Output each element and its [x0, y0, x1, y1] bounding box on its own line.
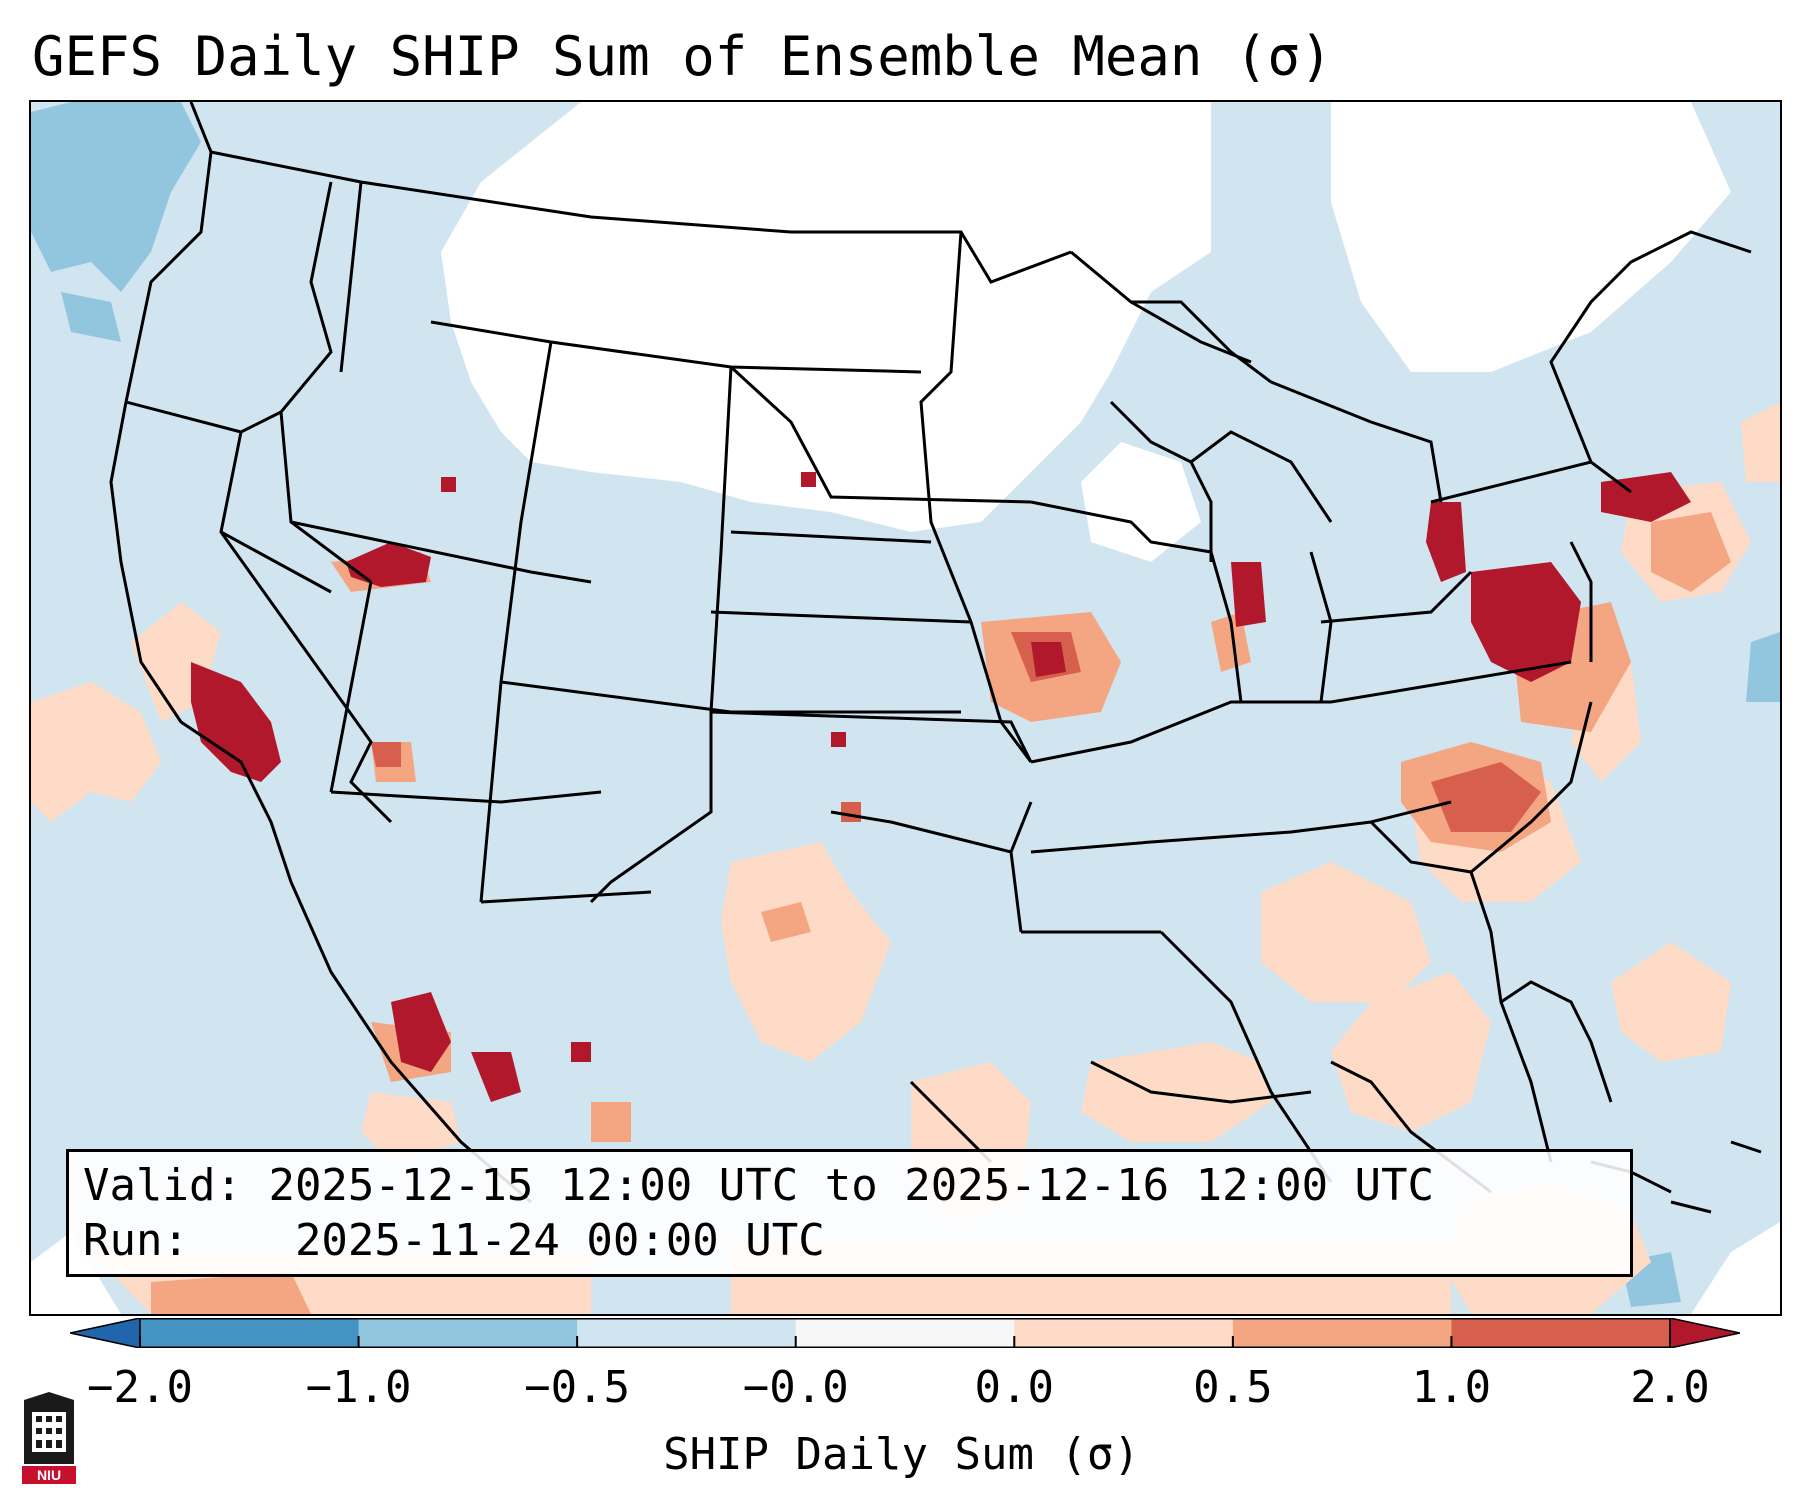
colorbar-segment: [1451, 1318, 1671, 1348]
colorbar-over-extend: [1669, 1318, 1740, 1348]
map-svg: [31, 102, 1780, 1314]
colorbar-segment: [1232, 1318, 1452, 1348]
colorbar-tick-label: −2.0: [87, 1362, 193, 1413]
colorbar-tick-label: −1.0: [305, 1362, 412, 1413]
colorbar-segment: [140, 1318, 360, 1348]
colorbar-tick-label: −0.0: [742, 1362, 849, 1413]
colorbar-under-extend: [70, 1318, 141, 1348]
colorbar-tick-label: 0.0: [974, 1362, 1055, 1413]
valid-label: Valid:: [83, 1160, 242, 1211]
figure-title: GEFS Daily SHIP Sum of Ensemble Mean (σ): [32, 25, 1333, 88]
run-line: Run: 2025-11-24 00:00 UTC: [83, 1213, 1616, 1268]
run-value: 2025-11-24 00:00 UTC: [294, 1215, 825, 1266]
boundaries: [109, 102, 1752, 1204]
colorbar-tick-label: 2.0: [1630, 1362, 1710, 1413]
colorbar-segment: [358, 1318, 578, 1348]
info-box: Valid: 2025-12-15 12:00 UTC to 2025-12-1…: [66, 1149, 1633, 1277]
colorbar-segment: [577, 1318, 797, 1348]
valid-line: Valid: 2025-12-15 12:00 UTC to 2025-12-1…: [83, 1158, 1616, 1213]
map-panel: [29, 100, 1782, 1316]
colorbar-tick-label: 1.0: [1411, 1362, 1492, 1413]
colorbar-tick-label: 0.5: [1193, 1362, 1273, 1413]
colorbar: [70, 1318, 1740, 1348]
colorbar-outline: [139, 1318, 1671, 1348]
run-label: Run:: [83, 1215, 189, 1266]
niu-logo: NIU: [22, 1392, 76, 1484]
colorbar-label: SHIP Daily Sum (σ): [663, 1429, 1140, 1480]
colorbar-segment: [795, 1318, 1015, 1348]
colorbar-segment: [1014, 1318, 1234, 1348]
moderate-high-positive-field: [371, 632, 1541, 832]
neutral-field: [31, 102, 1780, 1314]
colorbar-tick-label: −0.5: [524, 1362, 631, 1413]
valid-value: 2025-12-15 12:00 UTC to 2025-12-16 12:00…: [268, 1160, 1435, 1211]
svg-text:NIU: NIU: [37, 1467, 61, 1483]
